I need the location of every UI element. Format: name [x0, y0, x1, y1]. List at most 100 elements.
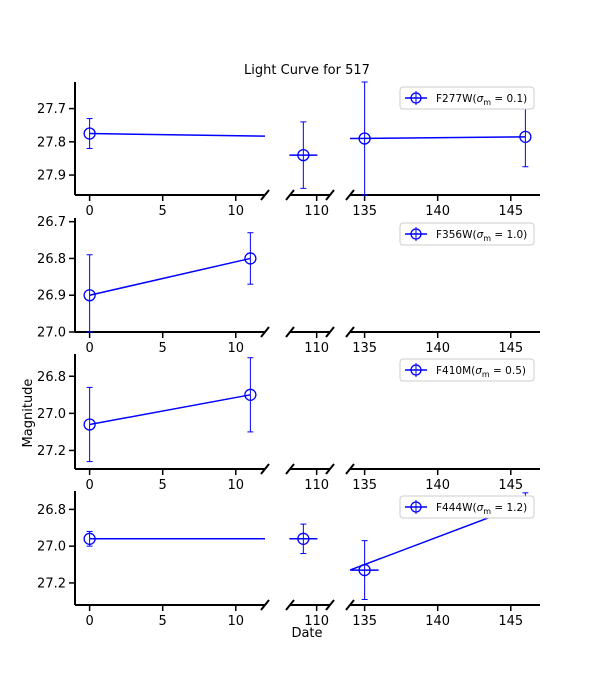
x-tick-label: 135	[352, 478, 377, 493]
x-tick-label: 110	[304, 204, 329, 219]
x-tick-label: 135	[352, 614, 377, 629]
legend-box	[399, 86, 535, 110]
x-tick-label: 0	[85, 341, 93, 356]
series-line	[349, 136, 526, 140]
axis-break-mark	[345, 189, 355, 201]
x-tick-label: 140	[425, 614, 450, 629]
axis-break-mark	[325, 463, 335, 475]
axis-break-mark	[325, 326, 335, 338]
legend-marker	[410, 364, 422, 376]
panel-f444w: 26.8 27.0 27.2 0 5 10 110 135 140 145 F444W(σm = 1…	[37, 491, 540, 629]
axis-break-mark	[285, 463, 295, 475]
x-tick-label: 10	[227, 341, 244, 356]
data-point	[297, 148, 310, 162]
x-tick-label: 10	[227, 614, 244, 629]
legend: F444W(σm = 1.2)	[399, 495, 535, 519]
axis-break-mark	[285, 189, 295, 201]
legend-box	[399, 358, 535, 382]
data-point	[244, 252, 257, 265]
x-tick-label: 135	[352, 204, 377, 219]
data-point	[83, 418, 96, 431]
x-tick-label: 5	[159, 204, 167, 219]
x-tick-label: 110	[304, 341, 329, 356]
axis-break-mark	[285, 326, 295, 338]
x-tick-label: 145	[498, 341, 523, 356]
legend-marker	[410, 501, 422, 513]
x-tick-label: 5	[159, 614, 167, 629]
axis-break-mark	[260, 463, 270, 475]
axis-break-mark	[345, 326, 355, 338]
data-point	[519, 130, 532, 143]
chart-title: Light Curve for 517	[244, 63, 370, 78]
x-tick-label: 145	[498, 204, 523, 219]
data-point	[297, 532, 310, 545]
legend-label: F277W(σm = 0.1)	[436, 93, 527, 107]
x-tick-label: 110	[304, 478, 329, 493]
y-tick-label: 27.2	[37, 576, 66, 591]
legend-box	[399, 222, 535, 246]
panel-f410m: 26.8 27.0 27.2 0 5 10 110 135 140 145 F410M(σm = 0…	[37, 354, 540, 493]
panel-f277w: 27.7 27.8 27.9 0 5 10 110 135 140 145 F277W(σm = 0…	[37, 81, 540, 219]
legend-sigma-value: = 0.5)	[490, 365, 526, 377]
legend-sigma-value: = 1.0)	[491, 229, 527, 241]
y-tick-label: 26.7	[37, 215, 66, 230]
legend: F410M(σm = 0.5)	[399, 358, 535, 382]
axis-break-mark	[345, 599, 355, 611]
axis-break-mark	[345, 463, 355, 475]
legend-box	[399, 495, 535, 519]
x-tick-label: 110	[304, 614, 329, 629]
y-tick-label: 26.8	[37, 252, 66, 267]
legend-marker	[410, 92, 422, 104]
y-tick-label: 26.8	[37, 503, 66, 518]
axis-break-mark	[260, 189, 270, 201]
y-tick-label: 27.7	[37, 102, 66, 117]
y-tick-label: 27.0	[37, 326, 66, 341]
legend-subscript: m	[482, 370, 490, 379]
y-axis-label: Magnitude	[21, 379, 36, 448]
series-line	[89, 132, 266, 137]
axis-break-mark	[325, 599, 335, 611]
axis-break-mark	[260, 326, 270, 338]
data-point	[244, 388, 257, 401]
x-tick-label: 5	[159, 478, 167, 493]
y-tick-label: 26.8	[37, 370, 66, 385]
legend: F356W(σm = 1.0)	[399, 222, 535, 246]
axis-break-mark	[260, 599, 270, 611]
y-tick-label: 27.8	[37, 135, 66, 150]
x-tick-label: 135	[352, 341, 377, 356]
legend-label: F356W(σm = 1.0)	[436, 229, 527, 243]
y-tick-label: 27.0	[37, 540, 66, 555]
panels-group: 27.7 27.8 27.9 0 5 10 110 135 140 145 F277W(σm = 0…	[37, 81, 540, 629]
legend-marker	[410, 228, 422, 240]
data-point	[83, 532, 96, 545]
x-tick-label: 10	[227, 204, 244, 219]
panel-f356w: 26.7 26.8 26.9 27.0 0 5 10 110 135 140 145 F356W(σm…	[37, 215, 540, 356]
legend: F277W(σm = 0.1)	[399, 86, 535, 110]
axis-break-mark	[325, 189, 335, 201]
y-tick-label: 26.9	[37, 289, 66, 304]
legend-sigma-value: = 1.2)	[491, 502, 527, 514]
legend-subscript: m	[483, 234, 491, 243]
x-tick-label: 10	[227, 478, 244, 493]
x-tick-label: 140	[425, 341, 450, 356]
data-point	[83, 289, 96, 302]
x-tick-label: 0	[85, 204, 93, 219]
x-tick-label: 145	[498, 478, 523, 493]
x-tick-label: 5	[159, 341, 167, 356]
legend-sigma: σ	[475, 365, 482, 377]
y-tick-label: 27.2	[37, 444, 66, 459]
data-point	[83, 127, 96, 140]
x-tick-label: 140	[425, 478, 450, 493]
y-tick-label: 27.0	[37, 407, 66, 422]
legend-label: F444W(σm = 1.2)	[436, 502, 527, 516]
legend-label: F410M(σm = 0.5)	[436, 365, 526, 379]
data-point	[358, 132, 371, 145]
data-point	[358, 563, 371, 577]
legend-sigma: σ	[477, 229, 484, 241]
x-axis-label: Date	[291, 626, 322, 641]
x-tick-label: 0	[85, 614, 93, 629]
legend-subscript: m	[483, 98, 491, 107]
series-line	[89, 257, 251, 296]
x-tick-label: 145	[498, 614, 523, 629]
